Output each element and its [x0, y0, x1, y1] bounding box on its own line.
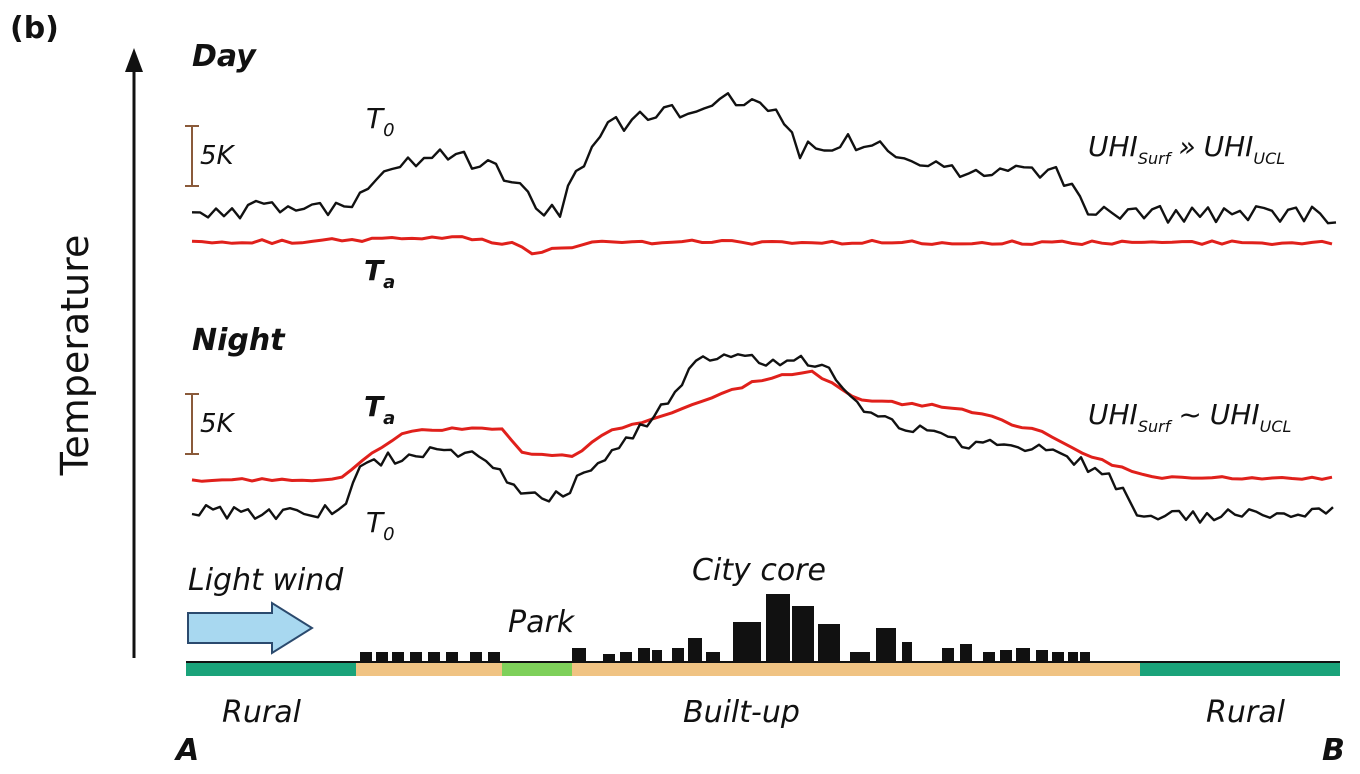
night-air-temp-line: [191, 369, 1333, 483]
building: [733, 622, 761, 662]
building: [792, 606, 814, 662]
building: [688, 638, 702, 662]
building: [672, 648, 684, 662]
y-axis-label: Temperature: [53, 235, 97, 477]
building: [410, 652, 422, 662]
rural-ground-left: [186, 662, 356, 676]
day-scale-label: 5K: [200, 141, 236, 171]
park-label: Park: [508, 605, 576, 640]
building: [1016, 648, 1030, 662]
building: [652, 650, 662, 662]
day-t0-label: T0: [366, 102, 395, 141]
rural-left-label: Rural: [222, 695, 302, 730]
building: [1036, 650, 1048, 662]
building: [446, 652, 458, 662]
building: [902, 642, 912, 662]
day-air-temp-line: [191, 235, 1333, 256]
built-ground-2: [572, 662, 1140, 676]
building: [876, 628, 896, 662]
temperature-axis: [125, 48, 143, 658]
building: [360, 652, 372, 662]
building: [850, 652, 870, 662]
built-ground-1: [356, 662, 502, 676]
building: [392, 652, 404, 662]
built-up-label: Built-up: [683, 695, 800, 730]
endpoint-b: B: [1322, 733, 1345, 768]
building: [818, 624, 840, 662]
endpoint-a: A: [174, 733, 199, 768]
building: [960, 644, 972, 662]
day-ta-label: Ta: [364, 254, 395, 293]
city-core-label: City core: [692, 553, 826, 588]
panel-label: (b): [10, 11, 59, 46]
night-relation: UHISurf ~ UHIUCL: [1088, 398, 1291, 436]
building: [983, 652, 995, 662]
rural-ground-right: [1140, 662, 1340, 676]
building: [620, 652, 632, 662]
building: [603, 654, 615, 662]
night-title: Night: [192, 323, 286, 358]
day-title: Day: [192, 39, 257, 74]
ground-strip: [186, 661, 1340, 676]
building: [942, 648, 954, 662]
building: [376, 652, 388, 662]
rural-right-label: Rural: [1206, 695, 1286, 730]
building: [488, 652, 500, 662]
building: [1068, 652, 1078, 662]
night-surface-temp-line: [191, 353, 1334, 524]
building: [572, 648, 586, 662]
night-t0-label: T0: [366, 506, 395, 545]
building: [1052, 652, 1064, 662]
wind-label: Light wind: [188, 563, 344, 598]
building: [428, 652, 440, 662]
day-scale-bar: [185, 125, 199, 187]
building: [470, 652, 482, 662]
park-ground: [502, 662, 572, 676]
building: [706, 652, 720, 662]
building: [1000, 650, 1012, 662]
building: [766, 594, 790, 662]
building: [638, 648, 650, 662]
day-relation: UHISurf» UHIUCL: [1088, 130, 1285, 168]
wind-arrow-icon: [187, 601, 314, 655]
building-skyline: [360, 594, 1090, 662]
building: [1080, 652, 1090, 662]
day-surface-temp-line: [191, 92, 1337, 225]
night-scale-bar: [185, 393, 199, 455]
night-scale-label: 5K: [200, 409, 236, 439]
night-ta-label: Ta: [364, 390, 395, 429]
